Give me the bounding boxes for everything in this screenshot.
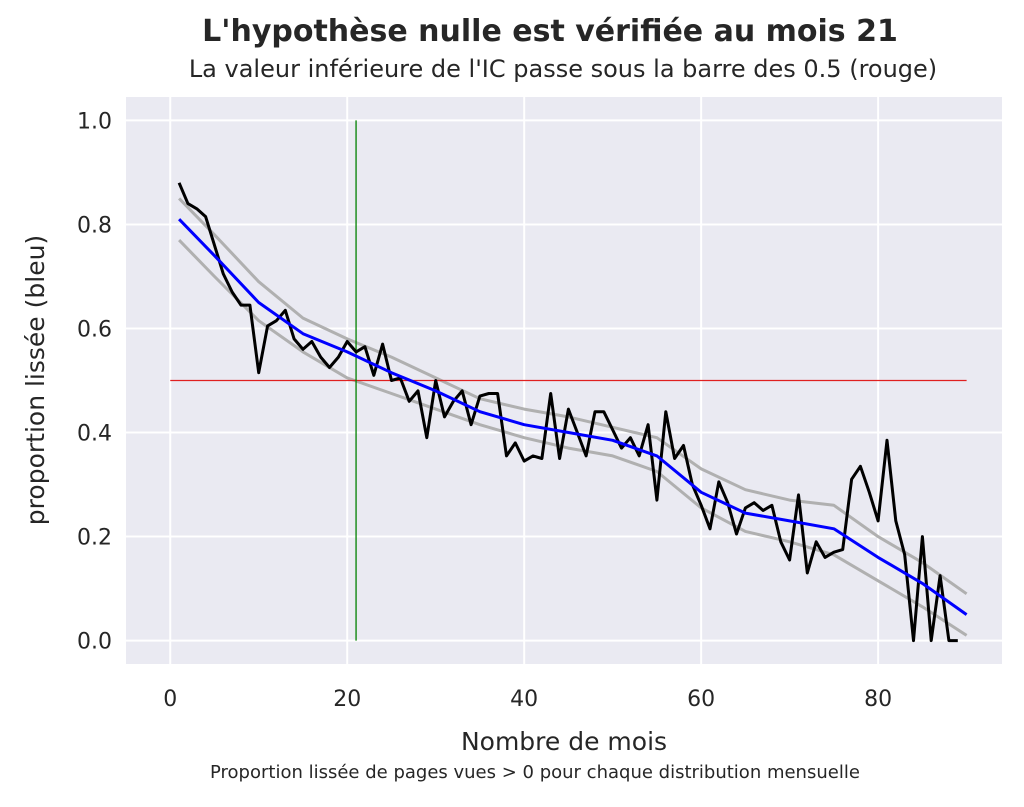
y-axis-label: proportion lissée (bleu) xyxy=(21,235,50,525)
y-tick-label: 1.0 xyxy=(77,109,112,134)
series-lines xyxy=(170,120,968,643)
x-tick-label: 20 xyxy=(333,687,361,712)
x-tick-label: 40 xyxy=(510,687,538,712)
y-tick-label: 0.0 xyxy=(77,630,112,655)
smoothed-proportion-line xyxy=(178,218,968,616)
axis-ticks: 0 20 40 60 80 0.0 0.2 0.4 0.6 0.8 1.0 xyxy=(77,109,892,712)
y-tick-label: 0.4 xyxy=(77,422,112,447)
ci-lower-line xyxy=(178,239,968,637)
x-axis-label: Nombre de mois xyxy=(461,727,667,756)
x-tick-label: 0 xyxy=(163,687,177,712)
y-tick-label: 0.2 xyxy=(77,526,112,551)
x-tick-label: 80 xyxy=(864,687,892,712)
raw-proportion-line xyxy=(177,182,958,643)
y-tick-label: 0.6 xyxy=(77,317,112,342)
chart-subtitle: La valeur inférieure de l'IC passe sous … xyxy=(188,55,938,83)
chart-caption: Proportion lissée de pages vues > 0 pour… xyxy=(210,762,860,783)
chart-title: L'hypothèse nulle est vérifiée au mois 2… xyxy=(202,14,898,49)
y-tick-label: 0.8 xyxy=(77,213,112,238)
x-tick-label: 60 xyxy=(687,687,715,712)
